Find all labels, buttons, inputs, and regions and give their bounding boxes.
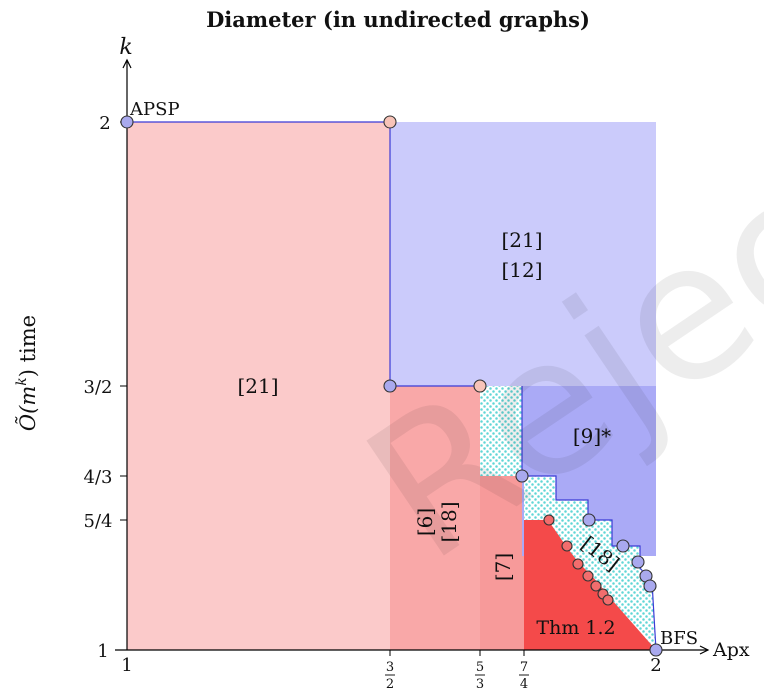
- point-red-1: [543, 514, 555, 526]
- label-ref6: [6]: [413, 508, 437, 536]
- x-tick-7-4: 7 4: [519, 660, 529, 692]
- x-ticks: [389, 650, 525, 656]
- point-bfs: [649, 643, 663, 657]
- label-ref7: [7]: [491, 553, 515, 581]
- svg-text:3: 3: [476, 677, 484, 692]
- y-axis-variable: k: [119, 35, 132, 60]
- point-red-7: [602, 594, 614, 606]
- label-bfs: BFS: [660, 628, 698, 649]
- y-tick-4-3: 4/3: [84, 467, 113, 488]
- label-ref18-vertical: [18]: [437, 501, 461, 542]
- x-axis-label: Apx: [712, 639, 750, 661]
- point-red-5: [590, 580, 602, 592]
- label-ref12: [12]: [501, 258, 542, 282]
- x-tick-3-2: 3 2: [385, 660, 395, 692]
- label-ref21-left: [21]: [237, 374, 278, 398]
- y-tick-3-2: 3/2: [84, 377, 113, 398]
- point-5-3: [473, 379, 487, 393]
- point-red-4: [582, 570, 594, 582]
- x-tick-1: 1: [121, 655, 132, 676]
- point-blue-3: [631, 555, 645, 569]
- y-tick-5-4: 5/4: [84, 511, 113, 532]
- y-tick-1: 1: [97, 641, 108, 662]
- y-axis-arrow: [122, 58, 132, 69]
- point-top-3-2: [383, 115, 397, 129]
- svg-text:2: 2: [386, 677, 394, 692]
- point-red-2: [561, 540, 573, 552]
- svg-text:5: 5: [476, 660, 484, 675]
- label-apsp: APSP: [129, 99, 180, 120]
- label-ref21-upper: [21]: [501, 228, 542, 252]
- boundary-staircase: [521, 386, 657, 651]
- point-blue-5: [643, 579, 657, 593]
- label-thm: Thm 1.2: [536, 617, 615, 639]
- svg-text:7: 7: [520, 660, 528, 675]
- point-blue-2: [616, 539, 630, 553]
- region-light-blue: [390, 122, 656, 386]
- region-cyan-dots: [480, 386, 656, 650]
- x-axis-arrow: [699, 645, 710, 655]
- label-ref9: [9]*: [573, 424, 611, 448]
- region-light-pink: [127, 122, 390, 650]
- point-blue-1: [582, 513, 596, 527]
- region-mid2-pink: [480, 476, 524, 650]
- region-bright-red: [524, 520, 656, 650]
- point-4-3: [515, 469, 529, 483]
- figure-title: Diameter (in undirected graphs): [206, 7, 590, 32]
- y-tick-2: 2: [99, 113, 110, 134]
- y-axis-label: Õ(mk) time: [14, 315, 40, 431]
- point-apsp: [120, 115, 134, 129]
- svg-text:3: 3: [386, 660, 394, 675]
- point-red-3: [572, 558, 584, 570]
- region-mid-pink: [390, 386, 480, 650]
- svg-text:4: 4: [520, 677, 528, 692]
- x-tick-5-3: 5 3: [475, 660, 485, 692]
- x-tick-2: 2: [650, 655, 661, 676]
- points: [120, 115, 663, 657]
- y-ticks: [120, 121, 127, 651]
- point-mid-3-2: [383, 379, 397, 393]
- svg-text:Õ(mk) time: Õ(mk) time: [14, 315, 40, 431]
- boundary-upper: [127, 121, 480, 387]
